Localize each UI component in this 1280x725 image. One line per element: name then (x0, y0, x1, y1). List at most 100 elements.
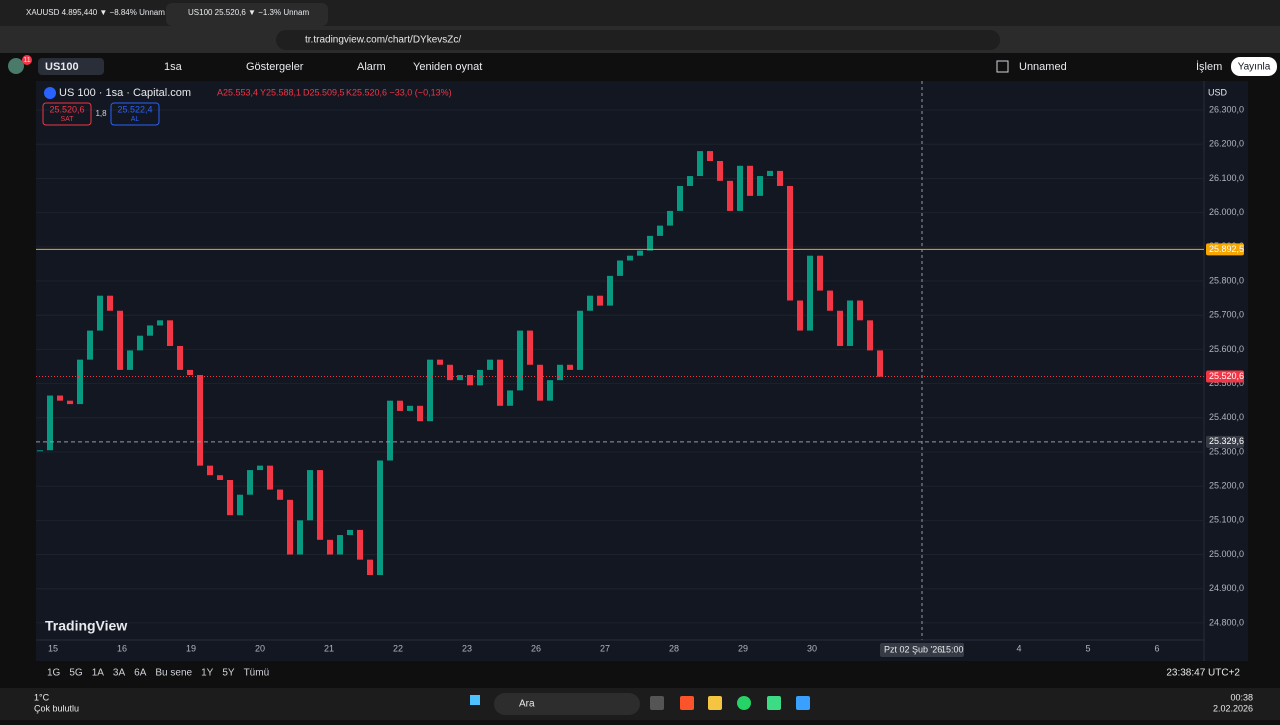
chart-pane[interactable] (36, 81, 1204, 661)
crosshair-time-box (880, 643, 964, 657)
checkbox[interactable] (996, 60, 1009, 73)
y-tick-label: 24.900,0 (1209, 583, 1244, 593)
url-box[interactable] (276, 30, 1000, 50)
candle-body (267, 465, 273, 490)
ohlc-low: D25.509,5 (303, 87, 345, 97)
range-button[interactable]: 1G (47, 668, 61, 679)
app-icon[interactable] (767, 696, 781, 710)
candle-body (627, 255, 633, 261)
top-toolbar (0, 53, 1280, 80)
candle-body (497, 359, 503, 406)
candle-body (177, 345, 183, 370)
x-tick-label: 29 (738, 643, 748, 653)
taskbar-time: 00:38 (1230, 692, 1253, 702)
x-tick-label: 23 (462, 643, 472, 653)
range-button[interactable]: 1Y (201, 668, 214, 679)
sell-label: SAT (60, 116, 74, 123)
candle-body (37, 450, 43, 452)
app-icon[interactable] (796, 696, 810, 710)
x-tick-label: 15 (48, 643, 58, 653)
candle-body (277, 489, 283, 500)
candle-body (587, 295, 593, 311)
app-icon[interactable] (680, 696, 694, 710)
indicators[interactable]: Göstergeler (246, 61, 304, 73)
layout-name[interactable]: Unnamed (1019, 61, 1067, 73)
candle-body (147, 325, 153, 336)
ohlc-close: K25.520,6 −33,0 (−0,13%) (346, 87, 452, 97)
x-tick-label: 4 (1016, 643, 1021, 653)
range-button[interactable]: Tümü (244, 668, 270, 679)
y-tick-label: 25.400,0 (1209, 412, 1244, 422)
tab[interactable] (4, 3, 162, 26)
app-icon[interactable] (737, 696, 751, 710)
candle-body (417, 405, 423, 422)
interval[interactable]: 1sa (164, 61, 183, 73)
candle-body (797, 300, 803, 331)
candle-body (347, 529, 353, 536)
candle-body (237, 494, 243, 516)
candle-body (337, 535, 343, 555)
candle-body (257, 465, 263, 471)
trade-button[interactable]: İşlem (1196, 60, 1222, 73)
tab-title: US100 25.520,6 ▼ −1.3% Unnam (188, 8, 309, 17)
range-button[interactable]: 1A (92, 668, 105, 679)
candle-body (77, 359, 83, 405)
range-button[interactable]: Bu sene (155, 668, 192, 679)
candle-body (187, 369, 193, 376)
bottom-bar (36, 661, 1248, 685)
x-tick-label: 19 (186, 643, 196, 653)
currency[interactable]: USD (1208, 87, 1228, 97)
price-label-box (1206, 435, 1244, 448)
candle-body (517, 330, 523, 391)
candle-body (287, 499, 293, 555)
x-tick-label: 27 (600, 643, 610, 653)
range-button[interactable]: 3A (113, 668, 126, 679)
right-sidebar (1249, 81, 1280, 688)
buy-price: 25.522,4 (117, 104, 152, 114)
candle-body (867, 320, 873, 351)
time-axis: 15 16 19 20 21 22 23 26 27 28 29 30 4 5 6 (48, 643, 1160, 653)
candle-body (607, 275, 613, 306)
x-tick-label: 22 (393, 643, 403, 653)
avatar[interactable] (8, 58, 24, 74)
candle-body (307, 470, 313, 521)
search-box[interactable] (494, 693, 640, 715)
app-icon[interactable] (708, 696, 722, 710)
price-label: 25.329,6 (1209, 436, 1244, 446)
symbol-logo (44, 87, 56, 99)
range-button[interactable]: 6A (134, 668, 147, 679)
candle-body (697, 151, 703, 177)
publish-button[interactable] (1231, 57, 1277, 76)
candle-body (357, 529, 363, 560)
candle-body (637, 250, 643, 256)
buy-button[interactable] (110, 102, 160, 126)
candle-body (577, 310, 583, 370)
candle-body (437, 359, 443, 365)
range-button[interactable]: 5Y (222, 668, 235, 679)
candle-body (827, 290, 833, 311)
alert[interactable]: Alarm (357, 61, 386, 73)
price-lines: 25.892,5 25.520,6 25.329,6 (36, 243, 1244, 448)
y-tick-label: 26.200,0 (1209, 139, 1244, 149)
candle-body (527, 330, 533, 365)
candle-body (707, 151, 713, 162)
candle-body (167, 320, 173, 346)
candle-body (857, 300, 863, 321)
tab-active[interactable] (166, 3, 328, 26)
candle-body (377, 460, 383, 576)
replay[interactable]: Yeniden oynat (413, 61, 482, 73)
candle-body (87, 330, 93, 360)
start-button[interactable] (470, 695, 480, 705)
candle-body (537, 364, 543, 401)
symbol-search[interactable] (38, 58, 104, 75)
sell-button[interactable] (42, 102, 92, 126)
candle-body (767, 170, 773, 177)
y-tick-label: 25.100,0 (1209, 515, 1244, 525)
watermark: TradingView (45, 618, 127, 634)
candle-body (747, 165, 753, 196)
y-tick-label: 25.000,0 (1209, 549, 1244, 559)
candle-body (137, 335, 143, 351)
range-button[interactable]: 5G (69, 668, 83, 679)
app-icon[interactable] (650, 696, 664, 710)
